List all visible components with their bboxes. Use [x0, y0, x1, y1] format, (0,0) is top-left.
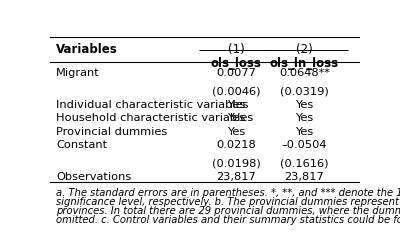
Text: (0.0319): (0.0319) — [280, 86, 328, 96]
Text: Yes: Yes — [295, 100, 313, 110]
Text: a. The standard errors are in parentheses. *, **, and *** denote the 10, 5, and : a. The standard errors are in parenthese… — [56, 188, 400, 198]
Text: omitted. c. Control variables and their summary statistics could be found in: omitted. c. Control variables and their … — [56, 215, 400, 225]
Text: 0.0077: 0.0077 — [216, 68, 256, 78]
Text: (0.1616): (0.1616) — [280, 158, 328, 168]
Text: (0.0046): (0.0046) — [212, 86, 260, 96]
Text: Provincial dummies: Provincial dummies — [56, 127, 168, 137]
Text: Yes: Yes — [227, 100, 245, 110]
Text: significance level, respectively. b. The provincial dummies represent dummies fo: significance level, respectively. b. The… — [56, 197, 400, 207]
Text: 0.0218: 0.0218 — [216, 140, 256, 150]
Text: Yes: Yes — [227, 113, 245, 123]
Text: (1): (1) — [228, 43, 244, 56]
Text: –0.0504: –0.0504 — [282, 140, 327, 150]
Text: Observations: Observations — [56, 172, 132, 182]
Text: Migrant: Migrant — [56, 68, 100, 78]
Text: 23,817: 23,817 — [216, 172, 256, 182]
Text: (0.0198): (0.0198) — [212, 158, 260, 168]
Text: 0.0648**: 0.0648** — [279, 68, 330, 78]
Text: (2): (2) — [296, 43, 312, 56]
Text: 23,817: 23,817 — [284, 172, 324, 182]
Text: provinces. In total there are 29 provincial dummies, where the dummy for Beijing: provinces. In total there are 29 provinc… — [56, 206, 400, 216]
Text: Variables: Variables — [56, 43, 118, 56]
Text: Yes: Yes — [295, 127, 313, 137]
Text: Yes: Yes — [227, 127, 245, 137]
Text: Household characteristic variables: Household characteristic variables — [56, 113, 254, 123]
Text: ols_loss: ols_loss — [210, 57, 262, 70]
Text: ols_ln_loss: ols_ln_loss — [270, 57, 339, 70]
Text: Yes: Yes — [295, 113, 313, 123]
Text: Individual characteristic variables: Individual characteristic variables — [56, 100, 249, 110]
Text: Constant: Constant — [56, 140, 107, 150]
